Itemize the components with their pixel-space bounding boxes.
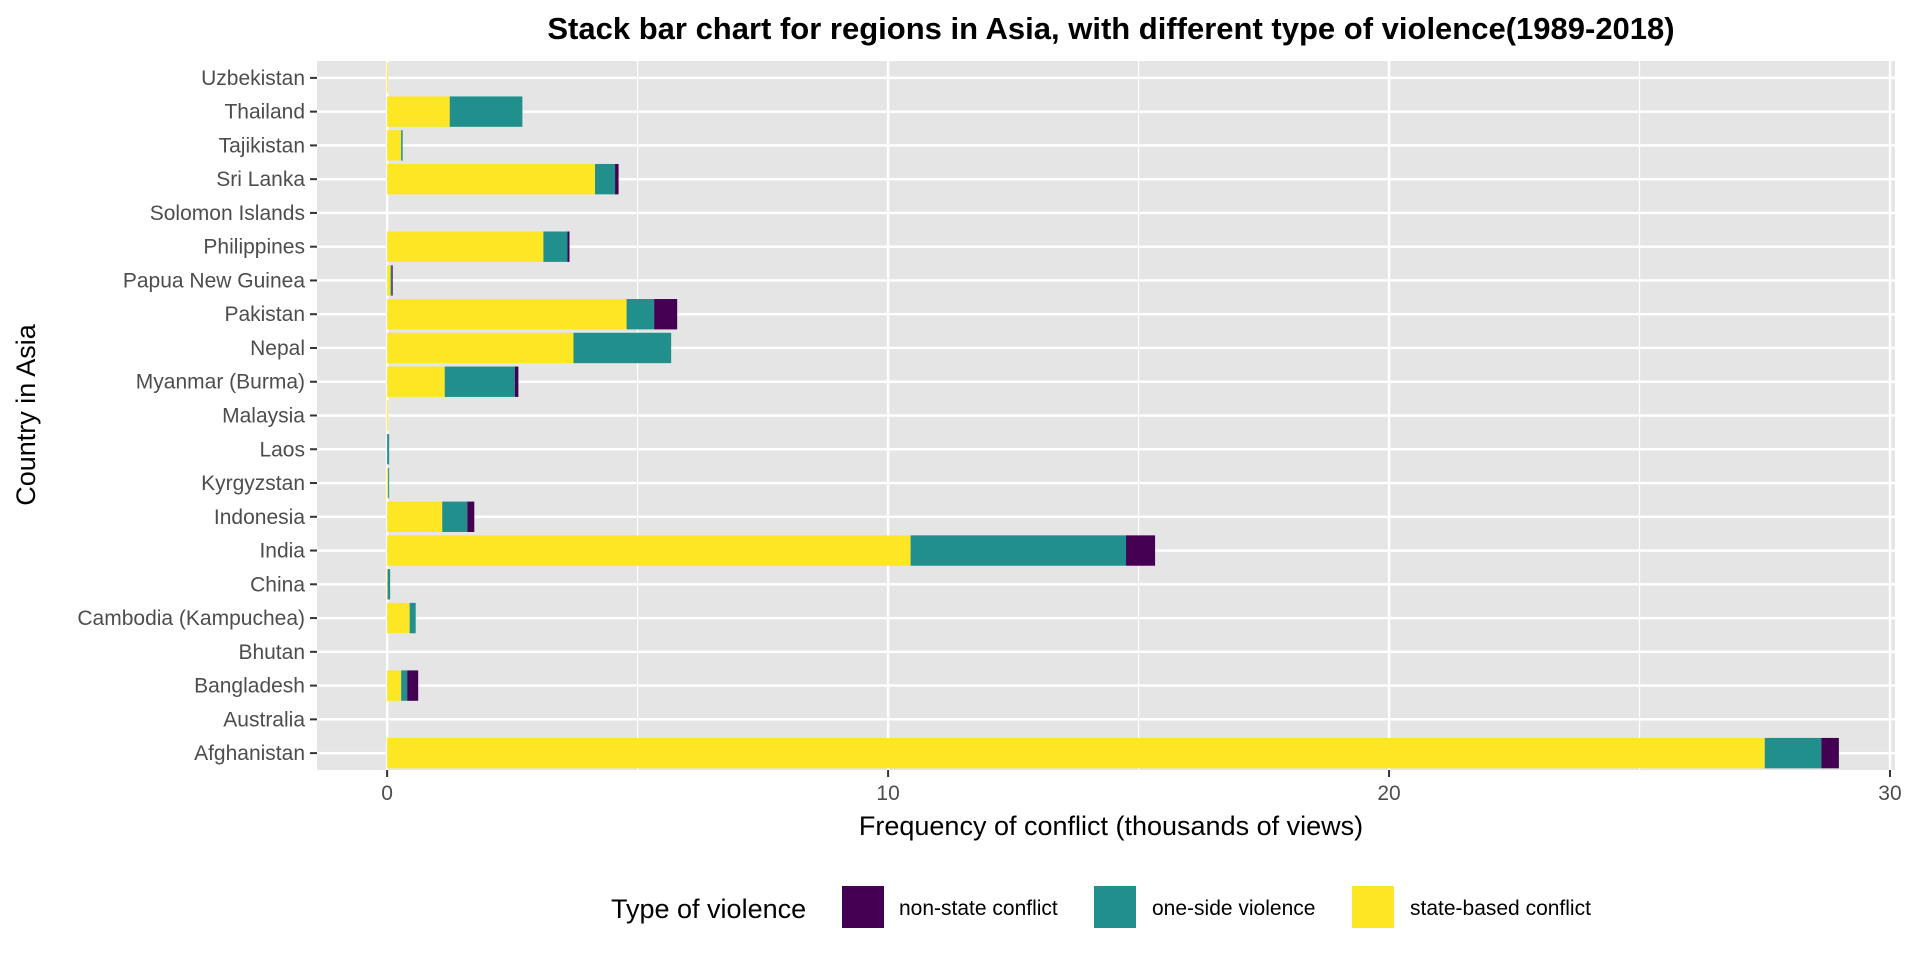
bar-state-based-conflict <box>387 332 574 364</box>
bar-non-state-conflict <box>615 163 619 195</box>
bar-state-based-conflict <box>387 535 911 566</box>
legend-title: Type of violence <box>611 894 806 924</box>
chart-title: Stack bar chart for regions in Asia, wit… <box>547 11 1674 46</box>
x-tick-label: 0 <box>381 782 393 805</box>
y-axis-title: Country in Asia <box>11 323 41 506</box>
legend-label-state-based-conflict: state-based conflict <box>1410 897 1591 920</box>
bar-state-based-conflict <box>387 602 410 634</box>
bar-state-based-conflict <box>387 569 388 600</box>
y-tick-label: Uzbekistan <box>201 67 305 90</box>
y-tick-label: Bangladesh <box>194 675 305 698</box>
legend: Type of violence non-state conflict one-s… <box>611 886 1591 928</box>
y-tick-label: Philippines <box>203 236 305 259</box>
y-tick-label: Cambodia (Kampuchea) <box>77 607 305 630</box>
bar-one-side-violence <box>409 602 416 634</box>
x-tick-label: 30 <box>1878 782 1901 805</box>
bar-one-side-violence <box>444 366 515 397</box>
y-tick-label: Bhutan <box>238 641 305 664</box>
y-tick-label: Sri Lanka <box>216 168 305 191</box>
bar-state-based-conflict <box>387 737 1765 769</box>
bar-state-based-conflict <box>387 130 402 161</box>
legend-key-one-side-violence <box>1094 886 1136 928</box>
bar-state-based-conflict <box>387 670 402 701</box>
bar-one-side-violence <box>401 670 408 701</box>
bar-non-state-conflict <box>567 231 570 262</box>
bar-non-state-conflict <box>391 265 393 296</box>
bar-non-state-conflict <box>467 501 475 532</box>
y-tick-label: Indonesia <box>214 506 305 529</box>
bar-one-side-violence <box>387 569 391 600</box>
bar-non-state-conflict <box>1821 737 1839 769</box>
bar-state-based-conflict <box>387 231 544 262</box>
bar-one-side-violence <box>449 96 523 127</box>
legend-key-state-based-conflict <box>1352 886 1394 928</box>
bar-state-based-conflict <box>387 400 389 431</box>
bar-one-side-violence <box>543 231 568 262</box>
x-tick-label: 10 <box>876 782 899 805</box>
y-tick-label: Afghanistan <box>194 742 305 765</box>
bar-non-state-conflict <box>1126 535 1156 566</box>
y-tick-label: Pakistan <box>224 303 305 326</box>
legend-label-one-side-violence: one-side violence <box>1152 897 1315 920</box>
x-tick-label: 20 <box>1377 782 1400 805</box>
bar-one-side-violence <box>573 332 672 364</box>
x-axis: 0 10 20 30 <box>381 770 1902 805</box>
bar-non-state-conflict <box>407 670 419 701</box>
y-tick-label: Myanmar (Burma) <box>136 371 305 394</box>
bar-state-based-conflict <box>387 299 627 330</box>
y-axis: Afghanistan Australia Bangladesh Bhutan Camb… <box>77 67 317 765</box>
bar-state-based-conflict <box>387 366 445 397</box>
bar-one-side-violence <box>910 535 1127 566</box>
legend-key-non-state-conflict <box>842 886 884 928</box>
bar-one-side-violence <box>595 163 616 195</box>
y-tick-label: Solomon Islands <box>150 202 305 225</box>
x-axis-title: Frequency of conflict (thousands of view… <box>859 811 1363 841</box>
bar-state-based-conflict <box>387 62 389 94</box>
y-tick-label: Nepal <box>250 337 305 360</box>
bar-state-based-conflict <box>387 163 596 195</box>
y-tick-label: China <box>250 573 305 596</box>
bar-one-side-violence <box>401 130 403 161</box>
bar-non-state-conflict <box>654 299 678 330</box>
y-tick-label: Laos <box>259 438 305 461</box>
bar-one-side-violence <box>1764 737 1822 769</box>
y-tick-label: India <box>259 540 305 563</box>
y-tick-label: Australia <box>223 708 305 731</box>
bar-one-side-violence <box>626 299 655 330</box>
gridlines <box>317 61 1895 770</box>
bar-one-side-violence <box>387 434 390 465</box>
bar-state-based-conflict <box>387 467 389 499</box>
legend-label-non-state-conflict: non-state conflict <box>899 897 1058 920</box>
y-tick-label: Tajikistan <box>219 134 305 157</box>
bar-state-based-conflict <box>387 96 450 127</box>
bar-state-based-conflict <box>387 501 443 532</box>
y-tick-label: Papua New Guinea <box>123 269 305 292</box>
y-tick-label: Thailand <box>224 101 305 124</box>
bars <box>387 62 1839 769</box>
bar-one-side-violence <box>390 265 392 296</box>
bar-state-based-conflict <box>387 265 391 296</box>
y-tick-label: Kyrgyzstan <box>201 472 305 495</box>
y-tick-label: Malaysia <box>222 405 305 428</box>
bar-one-side-violence <box>388 467 390 499</box>
bar-one-side-violence <box>442 501 468 532</box>
bar-non-state-conflict <box>514 366 519 397</box>
